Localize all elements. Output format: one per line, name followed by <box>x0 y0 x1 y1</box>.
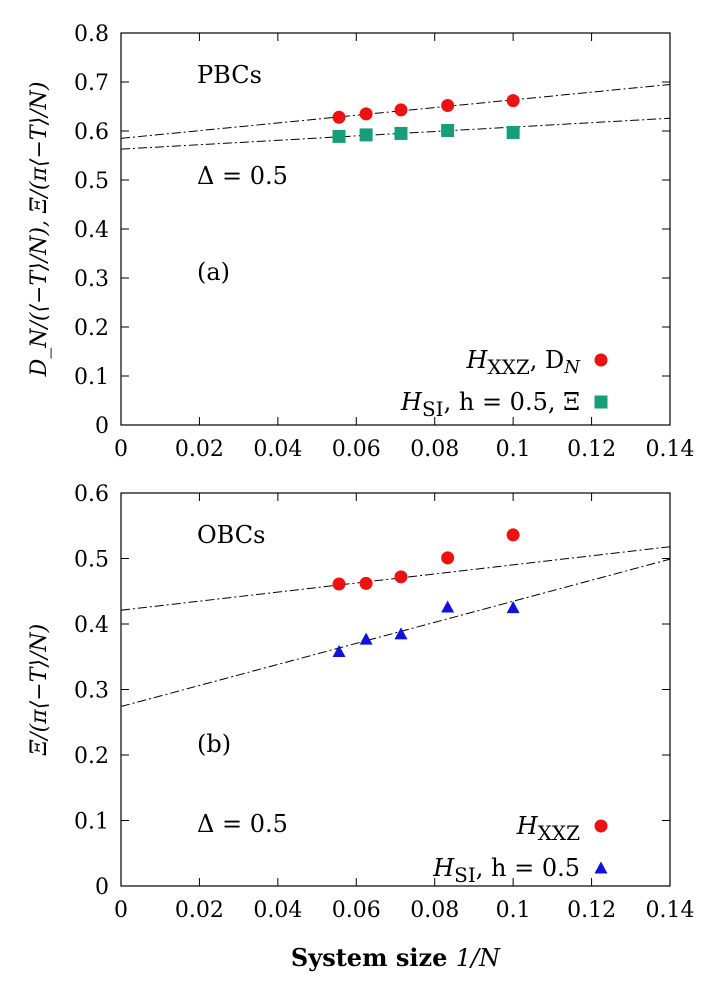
panel-a-xtick-label: 0.1 <box>496 437 531 462</box>
panel-a-series-1-point <box>394 103 408 117</box>
panel-b-ytick-label: 0 <box>95 875 109 900</box>
panel-a-series-1-point <box>332 110 346 124</box>
panel-a-ytick-label: 0.8 <box>74 22 109 47</box>
panel-b-annotation: Δ = 0.5 <box>197 810 288 838</box>
panel-b-series-1-point <box>332 577 346 591</box>
panel-b-series-2-point <box>332 645 346 658</box>
panel-b-ylabel: Ξ/(π⟨−T⟩/N) <box>27 624 52 756</box>
panel-b-xtick-label: 0.14 <box>646 898 695 923</box>
panel-b-annotation: OBCs <box>197 521 265 549</box>
panel-b-series-2-point <box>441 600 455 613</box>
panel-b-ytick-label: 0.2 <box>74 744 109 769</box>
panel-a-annotation: PBCs <box>197 61 262 89</box>
panel-a-series-2-point <box>332 129 346 143</box>
panel-b-xlabel: System size 1/N <box>291 943 501 972</box>
panel-b-series-2-point <box>506 601 520 614</box>
panel-b-annotation: (b) <box>197 730 231 758</box>
panel-a-series-1-point <box>506 94 520 108</box>
panel-a-ylabel: D_N/(⟨−T⟩/N), Ξ/(π⟨−T⟩/N) <box>27 82 52 378</box>
panel-b-xtick-label: 0.12 <box>567 898 616 923</box>
panel-b-legend-label-2: HSI, h = 0.5 <box>432 854 580 887</box>
panel-a-ytick-label: 0.6 <box>74 120 109 145</box>
panel-b-ytick-label: 0.3 <box>74 679 109 704</box>
panel-a-xtick-label: 0 <box>114 437 128 462</box>
panel-a-xtick-label: 0.04 <box>253 437 302 462</box>
panel-a-series-2-point <box>506 125 520 139</box>
panel-a-ytick-label: 0.3 <box>74 267 109 292</box>
panel-b-ytick-label: 0.6 <box>74 482 109 507</box>
panel-a-xtick-label: 0.12 <box>567 437 616 462</box>
panel-b-legend-label-1: HXXZ <box>516 812 580 845</box>
panel-b-ytick-label: 0.4 <box>74 613 109 638</box>
panel-a-xtick-label: 0.02 <box>175 437 224 462</box>
panel-b-xtick-label: 0 <box>114 898 128 923</box>
panel-a-ytick-label: 0.4 <box>74 218 109 243</box>
panel-b-series-2-point <box>394 627 408 640</box>
panel-a-legend-label-2: HSI, h = 0.5, Ξ <box>400 388 580 421</box>
panel-a-ytick-label: 0.1 <box>74 365 109 390</box>
panel-b-series-2-point <box>359 632 373 645</box>
panel-b-xtick-label: 0.04 <box>253 898 302 923</box>
panel-a-xtick-label: 0.06 <box>332 437 381 462</box>
panel-a-legend-label-1: HXXZ, DN <box>465 346 581 379</box>
panel-a-ytick-label: 0 <box>95 414 109 439</box>
panel-a-ytick-label: 0.7 <box>74 71 109 96</box>
panel-a-series-1-point <box>441 99 455 113</box>
panel-b-xtick-label: 0.1 <box>496 898 531 923</box>
panel-a-frame <box>120 32 671 426</box>
panel-a-series-1-point <box>359 107 373 121</box>
panel-b-ytick-label: 0.1 <box>74 810 109 835</box>
panel-b-series-1-point <box>441 551 455 565</box>
panel-b-series-1-point <box>359 576 373 590</box>
panel-a-series-2-point <box>394 126 408 140</box>
panel-a-legend-marker-1 <box>594 353 608 367</box>
panel-a-xtick-label: 0.08 <box>410 437 459 462</box>
panel-b-series-1-point <box>394 570 408 584</box>
panel-a-series-2-point <box>359 128 373 142</box>
panel-a-ytick-label: 0.5 <box>74 169 109 194</box>
panel-b-xtick-label: 0.06 <box>332 898 381 923</box>
panel-a-series-2-point <box>441 124 455 138</box>
panel-a-legend-marker-2 <box>594 395 608 409</box>
panel-a-ytick-label: 0.2 <box>74 316 109 341</box>
panel-b-xtick-label: 0.02 <box>175 898 224 923</box>
panel-b-series-1-point <box>506 528 520 542</box>
panel-b-ytick-label: 0.5 <box>74 548 109 573</box>
panel-a-annotation: (a) <box>197 258 230 286</box>
panel-b-fit-line-2 <box>120 558 671 708</box>
panel-a-xtick-label: 0.14 <box>646 437 695 462</box>
panel-b-legend-marker-2 <box>594 861 608 874</box>
panel-b-legend-marker-1 <box>594 819 608 833</box>
panel-a-annotation: Δ = 0.5 <box>197 162 288 190</box>
panel-b-xtick-label: 0.08 <box>410 898 459 923</box>
